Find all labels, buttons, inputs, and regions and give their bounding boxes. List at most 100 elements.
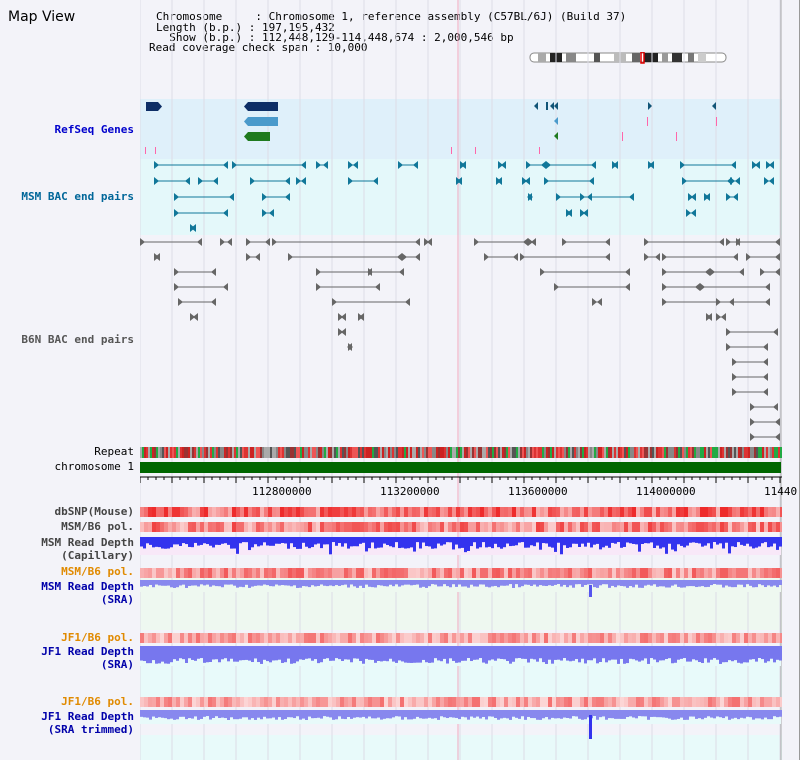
b6n-bac-pair[interactable] xyxy=(358,313,364,321)
b6n-bac-pair[interactable] xyxy=(338,313,346,321)
b6n-bac-pair[interactable] xyxy=(750,433,780,441)
b6n-bac-pair[interactable] xyxy=(246,253,260,261)
track-label-b6n-bac[interactable]: B6N BAC end pairs xyxy=(21,333,134,346)
msm-b6-pol-heat[interactable] xyxy=(140,522,782,532)
track-label-msm-b6-pol-2[interactable]: MSM/B6 pol. xyxy=(61,565,134,578)
b6n-bac-pair[interactable] xyxy=(338,328,346,336)
b6n-bac-pair[interactable] xyxy=(220,238,232,246)
msm-bac-pair[interactable] xyxy=(174,209,228,217)
msm-bac-pair[interactable] xyxy=(154,161,228,169)
b6n-bac-pair[interactable] xyxy=(554,283,630,291)
b6n-bac-pair[interactable] xyxy=(178,298,216,306)
msm-bac-pair[interactable] xyxy=(688,193,696,201)
msm-bac-pair[interactable] xyxy=(316,161,328,169)
msm-bac-pair[interactable] xyxy=(526,161,546,169)
b6n-bac-pair[interactable] xyxy=(644,238,724,246)
jf1-depth-sra-bars[interactable] xyxy=(140,646,782,666)
b6n-bac-pair[interactable] xyxy=(726,343,768,351)
b6n-bac-pair[interactable] xyxy=(174,283,228,291)
track-label-refseq[interactable]: RefSeq Genes xyxy=(54,123,134,136)
b6n-bac-pair[interactable] xyxy=(662,268,710,276)
msm-bac-pair[interactable] xyxy=(250,177,290,185)
track-label-msm-depth-sra[interactable]: MSM Read Depth xyxy=(41,580,134,593)
track-label-msm-bac[interactable]: MSM BAC end pairs xyxy=(21,190,134,203)
dbsnp-heat[interactable] xyxy=(140,507,782,517)
jf1-depth-trimmed-bars[interactable] xyxy=(140,710,782,724)
msm-bac-pair[interactable] xyxy=(682,177,732,185)
msm-bac-pair[interactable] xyxy=(456,177,462,185)
b6n-bac-pair[interactable] xyxy=(246,238,270,246)
msm-bac-track[interactable] xyxy=(140,159,782,235)
msm-bac-pair[interactable] xyxy=(154,177,190,185)
msm-b6-pol-heat-2[interactable] xyxy=(140,568,782,578)
msm-bac-pair[interactable] xyxy=(527,193,533,201)
b6n-bac-track[interactable] xyxy=(140,235,782,445)
b6n-bac-pair[interactable] xyxy=(424,238,432,246)
b6n-bac-pair[interactable] xyxy=(700,283,770,291)
b6n-bac-pair[interactable] xyxy=(736,238,780,246)
track-label-msm-depth-capillary[interactable]: MSM Read Depth xyxy=(41,536,134,549)
msm-bac-pair[interactable] xyxy=(174,193,234,201)
msm-bac-pair[interactable] xyxy=(232,161,306,169)
msm-bac-pair[interactable] xyxy=(580,209,588,217)
b6n-bac-pair[interactable] xyxy=(732,373,768,381)
msm-bac-pair[interactable] xyxy=(348,177,378,185)
b6n-bac-pair[interactable] xyxy=(644,253,660,261)
msm-bac-pair[interactable] xyxy=(496,177,502,185)
b6n-bac-pair[interactable] xyxy=(592,298,602,306)
msm-bac-pair[interactable] xyxy=(198,177,218,185)
msm-bac-pair[interactable] xyxy=(704,193,710,201)
b6n-bac-pair[interactable] xyxy=(662,253,738,261)
b6n-bac-pair[interactable] xyxy=(716,298,770,306)
msm-bac-pair[interactable] xyxy=(262,209,274,217)
b6n-bac-pair[interactable] xyxy=(316,283,380,291)
b6n-bac-pair[interactable] xyxy=(750,403,778,411)
jf1-b6-pol-heat[interactable] xyxy=(140,633,782,643)
track-label-jf1-depth-sra[interactable]: JF1 Read Depth xyxy=(41,645,134,658)
b6n-bac-pair[interactable] xyxy=(540,268,630,276)
refseq-genes-track[interactable] xyxy=(140,99,782,159)
b6n-bac-pair[interactable] xyxy=(528,238,536,246)
msm-bac-pair[interactable] xyxy=(348,161,358,169)
b6n-bac-pair[interactable] xyxy=(154,253,160,261)
msm-bac-pair[interactable] xyxy=(764,177,774,185)
msm-bac-pair[interactable] xyxy=(296,177,306,185)
track-label-msm-b6-pol[interactable]: MSM/B6 pol. xyxy=(61,520,134,533)
msm-bac-pair[interactable] xyxy=(546,161,596,169)
b6n-bac-pair[interactable] xyxy=(316,268,372,276)
msm-bac-pair[interactable] xyxy=(460,161,466,169)
msm-bac-pair[interactable] xyxy=(726,193,738,201)
b6n-bac-pair[interactable] xyxy=(474,238,528,246)
b6n-bac-pair[interactable] xyxy=(368,268,404,276)
b6n-bac-pair[interactable] xyxy=(662,283,700,291)
track-label-jf1-b6-pol-2[interactable]: JF1/B6 pol. xyxy=(61,695,134,708)
b6n-bac-pair[interactable] xyxy=(562,238,610,246)
repeat-track[interactable] xyxy=(140,447,782,458)
b6n-bac-pair[interactable] xyxy=(710,268,744,276)
msm-bac-pair[interactable] xyxy=(544,177,594,185)
b6n-bac-pair[interactable] xyxy=(272,238,420,246)
msm-bac-pair[interactable] xyxy=(766,161,774,169)
b6n-bac-pair[interactable] xyxy=(750,418,780,426)
b6n-bac-pair[interactable] xyxy=(520,253,610,261)
msm-bac-pair[interactable] xyxy=(686,209,696,217)
msm-bac-pair[interactable] xyxy=(522,177,530,185)
msm-bac-pair[interactable] xyxy=(752,161,760,169)
msm-bac-pair[interactable] xyxy=(190,224,196,232)
b6n-bac-pair[interactable] xyxy=(288,253,402,261)
msm-bac-pair[interactable] xyxy=(680,161,736,169)
b6n-bac-pair[interactable] xyxy=(190,313,198,321)
b6n-bac-pair[interactable] xyxy=(347,343,353,351)
b6n-bac-pair[interactable] xyxy=(732,388,768,396)
msm-bac-pair[interactable] xyxy=(580,193,634,201)
msm-depth-sra-bars[interactable] xyxy=(140,580,782,592)
b6n-bac-pair[interactable] xyxy=(174,268,216,276)
b6n-bac-pair[interactable] xyxy=(760,268,780,276)
b6n-bac-pair[interactable] xyxy=(706,313,712,321)
b6n-bac-pair[interactable] xyxy=(726,328,778,336)
msm-bac-pair[interactable] xyxy=(612,161,618,169)
b6n-bac-pair[interactable] xyxy=(402,253,420,261)
b6n-bac-pair[interactable] xyxy=(140,238,202,246)
msm-bac-pair[interactable] xyxy=(648,161,654,169)
track-label-jf1-depth-trimmed[interactable]: JF1 Read Depth xyxy=(41,710,134,723)
